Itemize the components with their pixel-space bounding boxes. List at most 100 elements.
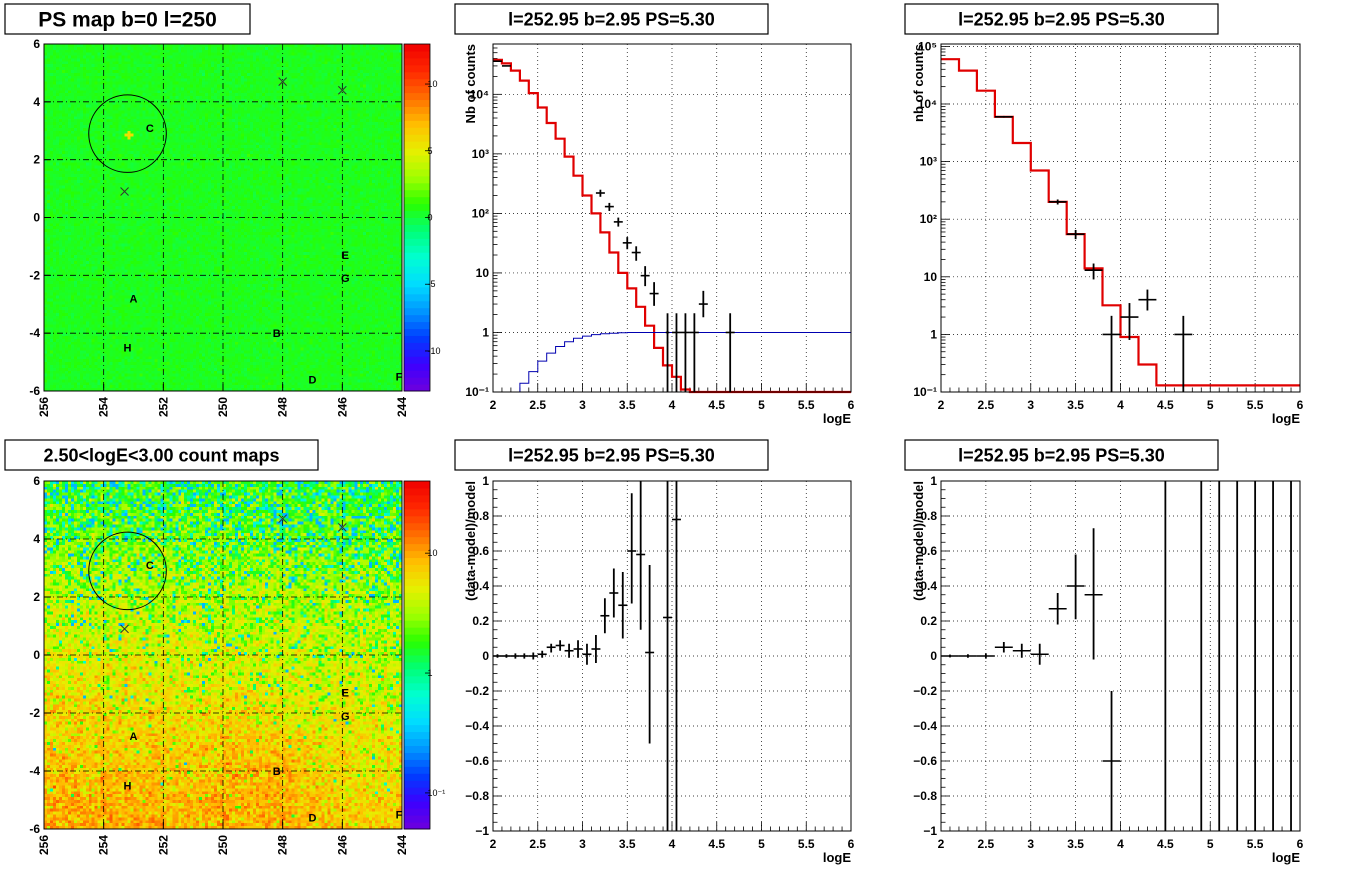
colorbar-cell	[404, 592, 430, 600]
data-point	[649, 282, 659, 306]
x-tick-label: 5	[1207, 837, 1214, 851]
y-tick-label: −0.6	[465, 754, 489, 768]
x-tick-label: 4.5	[1157, 837, 1174, 851]
plot-spec2: 2 2.5 3 3.5 4 4.5 5 5.5 6 10⁻¹ 1 10 10² 10³ 10⁴ 10⁵ logE…	[911, 39, 1304, 426]
source-label: C	[146, 560, 154, 572]
source-label: C	[146, 123, 154, 135]
x-tick-label: 256	[37, 835, 51, 855]
panel-title-spec1: l=252.95 b=2.95 PS=5.30	[454, 3, 769, 35]
colorbar-cell	[404, 773, 430, 781]
cross-marker	[120, 624, 129, 634]
panel-title-count_map: 2.50<logE<3.00 count maps	[4, 439, 319, 471]
cross-marker	[120, 187, 129, 196]
colorbar-cell	[404, 550, 430, 559]
data-point	[672, 481, 681, 831]
y-tick-label: −0.8	[465, 789, 489, 803]
y-axis-label: (data-model)/model	[911, 481, 926, 601]
data-point	[636, 481, 646, 630]
source-label: B	[273, 766, 281, 778]
data-point	[994, 642, 1013, 653]
panel-title-spec2: l=252.95 b=2.95 PS=5.30	[904, 3, 1219, 35]
colorbar-cell	[404, 585, 430, 593]
plot-spec1: 2 2.5 3 3.5 4 4.5 5 5.5 6 10⁻¹ 1 10 10² 10³ 10⁴ logE Nb …	[463, 43, 855, 426]
y-tick-label: 0.2	[472, 614, 489, 628]
colorbar-cell	[404, 252, 430, 260]
x-tick-label: 252	[156, 835, 170, 855]
colorbar-cell	[404, 724, 430, 733]
colorbar-cell	[404, 141, 430, 149]
plot-frame	[492, 480, 852, 832]
data-point	[1174, 315, 1193, 392]
colorbar-cell	[404, 328, 430, 336]
series-step-line	[493, 58, 851, 394]
plot-ratio1: 2 2.5 3 3.5 4 4.5 5 5.5 6 −1 −0.8 −0.6 −0.4 −0.2 0 0.2 0…	[463, 474, 855, 865]
x-tick-label: 244	[395, 397, 409, 417]
colorbar-cell	[404, 501, 430, 510]
plot-frame	[940, 480, 1301, 832]
colorbar-cell	[404, 515, 430, 524]
colorbar-cell	[404, 745, 430, 753]
x-tick-label: 250	[216, 397, 230, 417]
data-point	[537, 650, 547, 658]
data-point	[591, 635, 601, 663]
colorbar-cell	[404, 203, 430, 212]
colorbar-cell	[404, 161, 430, 170]
x-tick-label: 248	[276, 397, 290, 417]
y-tick-label: −0.4	[465, 719, 489, 733]
data-point	[1066, 554, 1085, 620]
colorbar-cell	[404, 245, 430, 253]
colorbar-cell	[404, 155, 430, 163]
y-tick-label: 6	[33, 474, 40, 488]
y-tick-label: −1	[475, 824, 489, 838]
colorbar-cell	[404, 127, 430, 135]
y-tick-label: 0.4	[920, 579, 937, 593]
colorbar-cell	[404, 363, 430, 371]
data-point	[1102, 691, 1121, 831]
data-point	[1030, 643, 1049, 665]
source-label: F	[396, 372, 403, 384]
colorbar-tick-label: -5	[428, 279, 436, 289]
colorbar-cell	[404, 627, 430, 635]
colorbar-cell	[404, 113, 430, 121]
x-tick-label: 3	[1027, 398, 1034, 412]
x-axis-label: logE	[823, 411, 851, 426]
y-tick-label: 0.2	[920, 614, 937, 628]
data-point	[627, 493, 637, 604]
y-tick-label: −0.4	[913, 719, 937, 733]
data-point	[680, 313, 690, 392]
colorbar-cell	[404, 50, 430, 59]
colorbar-cell	[404, 134, 430, 142]
data-point	[1012, 643, 1031, 658]
data-point	[564, 643, 574, 658]
x-tick-label: 6	[848, 398, 855, 412]
y-tick-label: 0.8	[920, 509, 937, 523]
x-tick-label: 2	[490, 398, 497, 412]
x-tick-label: 3	[579, 837, 586, 851]
x-tick-label: 5.5	[798, 398, 815, 412]
colorbar-cell	[404, 689, 430, 698]
y-tick-label: 0.8	[472, 509, 489, 523]
x-tick-label: 5.5	[1247, 837, 1264, 851]
y-tick-label: −0.2	[465, 684, 489, 698]
colorbar-cell	[404, 564, 430, 572]
source-label: D	[309, 812, 317, 824]
colorbar-cell	[404, 481, 430, 489]
data-point	[595, 189, 605, 197]
colorbar-cell	[404, 300, 430, 309]
colorbar-cell	[404, 335, 430, 343]
data-point	[1066, 229, 1085, 240]
source-label: H	[124, 781, 132, 793]
y-tick-label: 0	[482, 649, 489, 663]
x-tick-label: 6	[848, 837, 855, 851]
y-tick-label: -2	[29, 706, 40, 720]
source-label: B	[273, 328, 281, 340]
data-point	[941, 654, 959, 658]
x-tick-label: 2	[938, 837, 945, 851]
data-point	[510, 653, 520, 659]
colorbar-cell	[404, 321, 430, 330]
x-axis-label: logE	[1272, 411, 1300, 426]
data-point	[1048, 199, 1067, 205]
colorbar-cell	[404, 557, 430, 566]
y-tick-label: 0.6	[920, 544, 937, 558]
